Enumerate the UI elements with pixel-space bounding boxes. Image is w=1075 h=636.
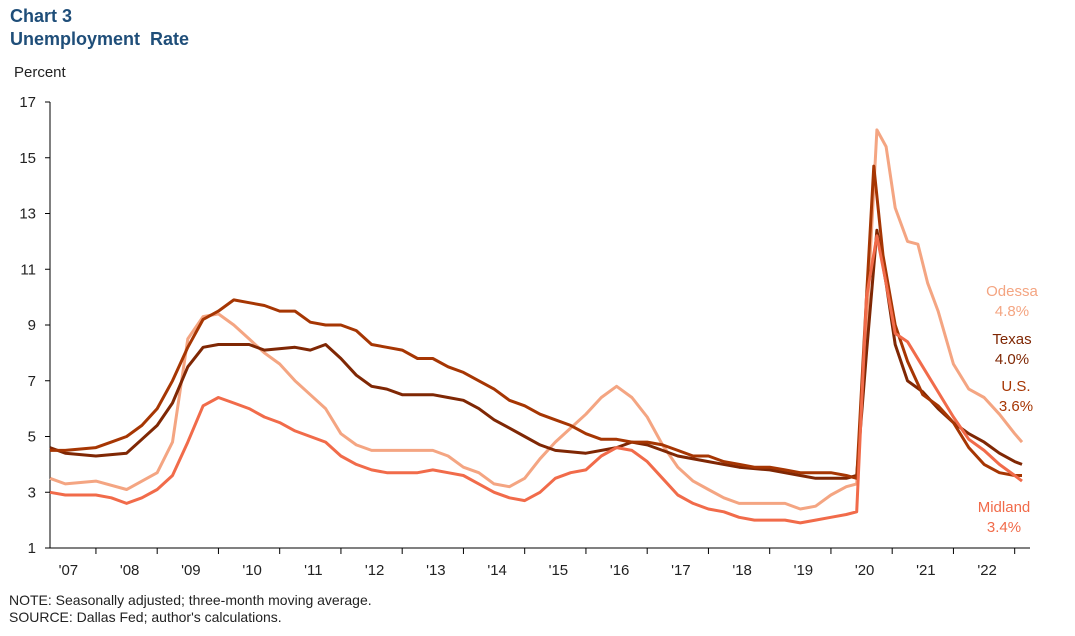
series-value-label: 4.8%: [995, 303, 1029, 320]
y-tick-label: 9: [28, 317, 36, 334]
series-name-label: Texas: [992, 331, 1031, 348]
series-line-us: [50, 164, 1022, 480]
series-value-label: 3.6%: [999, 398, 1033, 415]
x-tick-label: '09: [181, 562, 201, 579]
series-name-label: U.S.: [1001, 378, 1030, 395]
x-tick-label: '22: [977, 562, 997, 579]
x-tick-label: '11: [304, 562, 322, 579]
x-tick-label: '12: [365, 562, 385, 579]
y-tick-label: 5: [28, 429, 36, 446]
y-tick-label: 1: [28, 540, 36, 557]
source-text: SOURCE: Dallas Fed; author's calculation…: [9, 609, 282, 625]
y-tick-label: 15: [19, 150, 36, 167]
note-text: NOTE: Seasonally adjusted; three-month m…: [9, 592, 372, 608]
y-tick-label: 11: [20, 261, 36, 278]
y-axis-label: Percent: [14, 64, 66, 81]
x-tick-label: '17: [671, 562, 691, 579]
x-tick-label: '13: [426, 562, 446, 579]
x-tick-label: '20: [855, 562, 875, 579]
y-tick-label: 17: [19, 94, 36, 111]
axes: 1357911131517'07'08'09'10'11'12'13'14'15…: [19, 94, 1030, 579]
x-tick-label: '10: [242, 562, 262, 579]
y-tick-label: 13: [19, 206, 36, 223]
chart-number: Chart 3: [10, 6, 73, 26]
y-tick-label: 7: [28, 373, 36, 390]
x-tick-label: '07: [59, 562, 79, 579]
series-name-label: Odessa: [986, 283, 1038, 300]
x-tick-label: '21: [916, 562, 936, 579]
chart-title: Unemployment Rate: [10, 29, 190, 49]
series-line-texas: [49, 228, 1023, 480]
series-line-odessa: [49, 128, 1024, 511]
series-lines: [49, 128, 1024, 525]
series-value-label: 3.4%: [987, 519, 1021, 536]
x-tick-label: '19: [794, 562, 814, 579]
series-name-label: Midland: [978, 499, 1031, 516]
x-tick-label: '14: [487, 562, 507, 579]
x-tick-label: '16: [610, 562, 630, 579]
x-tick-label: '08: [120, 562, 140, 579]
series-end-labels: Odessa 4.8% Texas 4.0% U.S. 3.6% Midland 3.4%: [978, 283, 1039, 536]
series-value-label: 4.0%: [995, 351, 1029, 368]
series-line-midland: [49, 234, 1023, 525]
x-tick-label: '18: [732, 562, 752, 579]
y-tick-label: 3: [28, 484, 36, 501]
x-tick-label: '15: [549, 562, 569, 579]
